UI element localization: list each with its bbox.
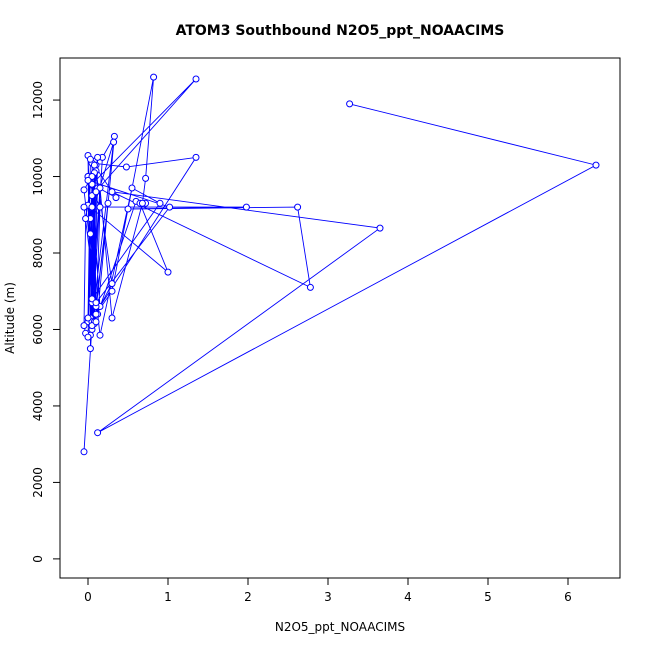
data-point (104, 199, 112, 207)
y-tick-label: 12000 (31, 81, 45, 119)
data-point (108, 188, 116, 196)
data-point (110, 138, 118, 146)
data-point (84, 333, 92, 341)
data-point (376, 224, 384, 232)
data-point (156, 199, 164, 207)
data-point (164, 268, 172, 276)
data-point (80, 186, 88, 194)
data-point (142, 174, 150, 182)
data-point (122, 163, 130, 171)
x-tick-label: 2 (244, 590, 252, 604)
data-point (86, 345, 94, 353)
data-point (110, 132, 118, 140)
data-point (84, 176, 92, 184)
data-point (108, 287, 116, 295)
data-point (92, 299, 100, 307)
data-point (82, 215, 90, 223)
data-point (94, 429, 102, 437)
y-axis: 0 2000 4000 6000 8000 10000 12000 (31, 81, 61, 563)
series-layer (83, 77, 598, 452)
plot-frame (59, 57, 621, 579)
data-point (92, 318, 100, 326)
data-point (80, 322, 88, 330)
x-axis-label: N2O5_ppt_NOAACIMS (275, 620, 405, 634)
data-point (108, 314, 116, 322)
chart-title: ATOM3 Southbound N2O5_ppt_NOAACIMS (176, 23, 505, 39)
y-tick-label: 0 (31, 555, 45, 563)
y-tick-label: 8000 (31, 238, 45, 269)
series-line (83, 77, 598, 452)
data-point (306, 283, 314, 291)
data-point (128, 184, 136, 192)
data-point (84, 314, 92, 322)
data-point (346, 100, 354, 108)
x-tick-label: 6 (564, 590, 572, 604)
data-point (92, 188, 100, 196)
data-point (138, 199, 146, 207)
data-point (150, 73, 158, 81)
data-point (294, 203, 302, 211)
data-point (108, 280, 116, 288)
data-point (80, 448, 88, 456)
y-tick-label: 2000 (31, 467, 45, 498)
point-layer (80, 73, 600, 456)
x-tick-label: 0 (84, 590, 92, 604)
data-point (86, 230, 94, 238)
data-point (96, 203, 104, 211)
data-point (242, 203, 250, 211)
data-point (96, 331, 104, 339)
data-point (124, 205, 132, 213)
x-tick-label: 3 (324, 590, 332, 604)
y-tick-label: 4000 (31, 391, 45, 422)
data-point (94, 153, 102, 161)
data-point (80, 203, 88, 211)
data-point (192, 153, 200, 161)
x-axis: 0 1 2 3 4 5 6 (84, 577, 572, 604)
y-tick-label: 6000 (31, 314, 45, 345)
y-axis-label: Altitude (m) (3, 282, 17, 354)
data-point (112, 194, 120, 202)
data-point (592, 161, 600, 169)
y-tick-label: 10000 (31, 157, 45, 195)
x-tick-label: 1 (164, 590, 172, 604)
data-point (166, 203, 174, 211)
x-tick-label: 4 (404, 590, 412, 604)
x-tick-label: 5 (484, 590, 492, 604)
data-point (192, 75, 200, 83)
data-point (86, 155, 94, 163)
data-point (90, 161, 98, 169)
data-point (92, 310, 100, 318)
data-point (88, 203, 96, 211)
